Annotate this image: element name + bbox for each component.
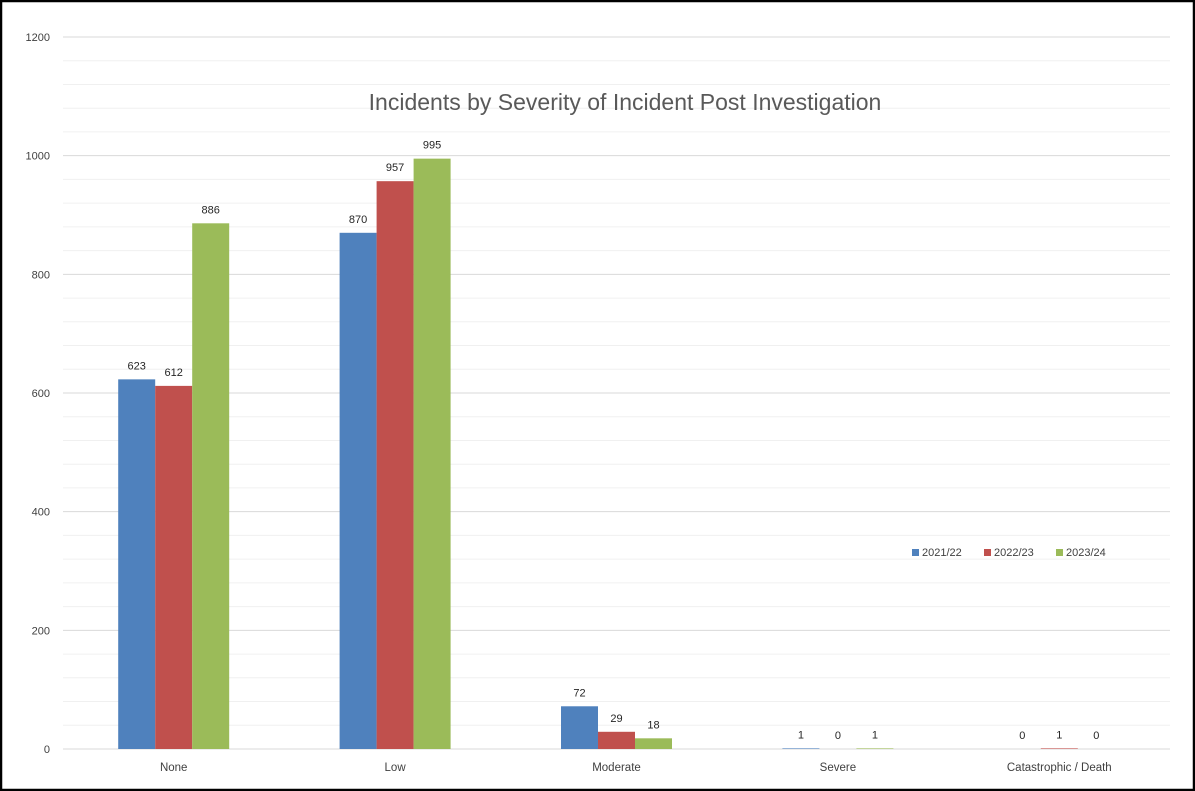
y-tick-label: 600 (32, 388, 50, 400)
legend-swatch (1056, 549, 1063, 556)
data-label: 1 (798, 729, 804, 741)
data-label: 623 (128, 360, 146, 372)
bar-moderate-2022-23 (598, 731, 635, 749)
y-tick-label: 800 (32, 269, 50, 281)
chart-title: Incidents by Severity of Incident Post I… (369, 89, 882, 115)
data-label: 995 (423, 140, 441, 152)
category-label: Low (385, 762, 407, 774)
legend: 2021/22 2022/23 2023/24 (912, 547, 1106, 559)
y-tick-label: 400 (32, 507, 50, 519)
bar-low-2022-23 (376, 181, 414, 749)
bar-severe-2023-24 (856, 748, 894, 749)
category-label: None (160, 762, 188, 774)
bars (118, 158, 1078, 750)
data-label: 1 (1056, 729, 1062, 741)
data-label: 870 (349, 214, 367, 226)
data-labels: 623 612 886 870 957 995 72 29 18 1 0 1 0 1 0 (128, 140, 1100, 742)
bar-none-2021-22 (118, 379, 156, 749)
data-label: 72 (573, 687, 585, 699)
data-label: 0 (1019, 730, 1025, 742)
data-label: 29 (610, 713, 622, 725)
legend-swatch (984, 549, 991, 556)
y-tick-label: 0 (44, 744, 50, 756)
data-label: 1 (872, 729, 878, 741)
bar-none-2022-23 (155, 385, 193, 749)
legend-label: 2023/24 (1066, 547, 1106, 559)
category-label: Severe (820, 762, 856, 774)
data-label: 612 (165, 367, 183, 379)
y-axis-ticks: 0 200 400 600 800 1000 1200 (26, 32, 50, 756)
category-labels: None Low Moderate Severe Catastrophic / Deat… (160, 762, 1112, 774)
data-label: 18 (647, 719, 659, 731)
bar-moderate-2023-24 (635, 738, 672, 749)
bar-severe-2021-22 (782, 748, 820, 749)
y-tick-label: 1000 (26, 151, 50, 163)
gridlines (63, 36, 1170, 726)
data-label: 0 (835, 730, 841, 742)
legend-label: 2021/22 (922, 547, 962, 559)
bar-catastrophic-death-2022-23 (1040, 748, 1078, 749)
category-label: Catastrophic / Death (1007, 762, 1112, 774)
bar-none-2023-24 (192, 223, 230, 750)
y-tick-label: 200 (32, 625, 50, 637)
legend-label: 2022/23 (994, 547, 1034, 559)
bar-low-2021-22 (339, 232, 377, 750)
data-label: 886 (202, 204, 220, 216)
legend-swatch (912, 549, 919, 556)
data-label: 0 (1093, 730, 1099, 742)
bar-moderate-2021-22 (561, 706, 598, 749)
y-tick-label: 1200 (26, 32, 50, 44)
category-label: Moderate (592, 762, 641, 774)
data-label: 957 (386, 162, 404, 174)
bar-low-2023-24 (413, 158, 451, 750)
